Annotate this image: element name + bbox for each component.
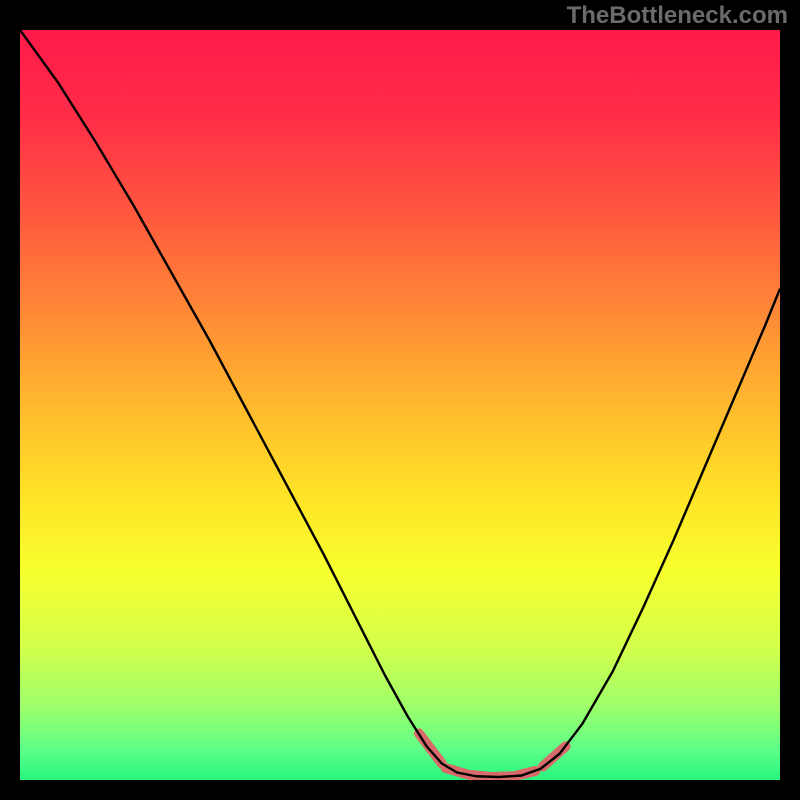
plot-area	[20, 30, 780, 780]
border-right	[780, 0, 800, 800]
border-bottom	[0, 780, 800, 800]
watermark-text: TheBottleneck.com	[567, 2, 788, 30]
chart-frame: TheBottleneck.com	[0, 0, 800, 800]
gradient-background	[20, 30, 780, 780]
border-left	[0, 0, 20, 800]
plot-svg	[20, 30, 780, 780]
